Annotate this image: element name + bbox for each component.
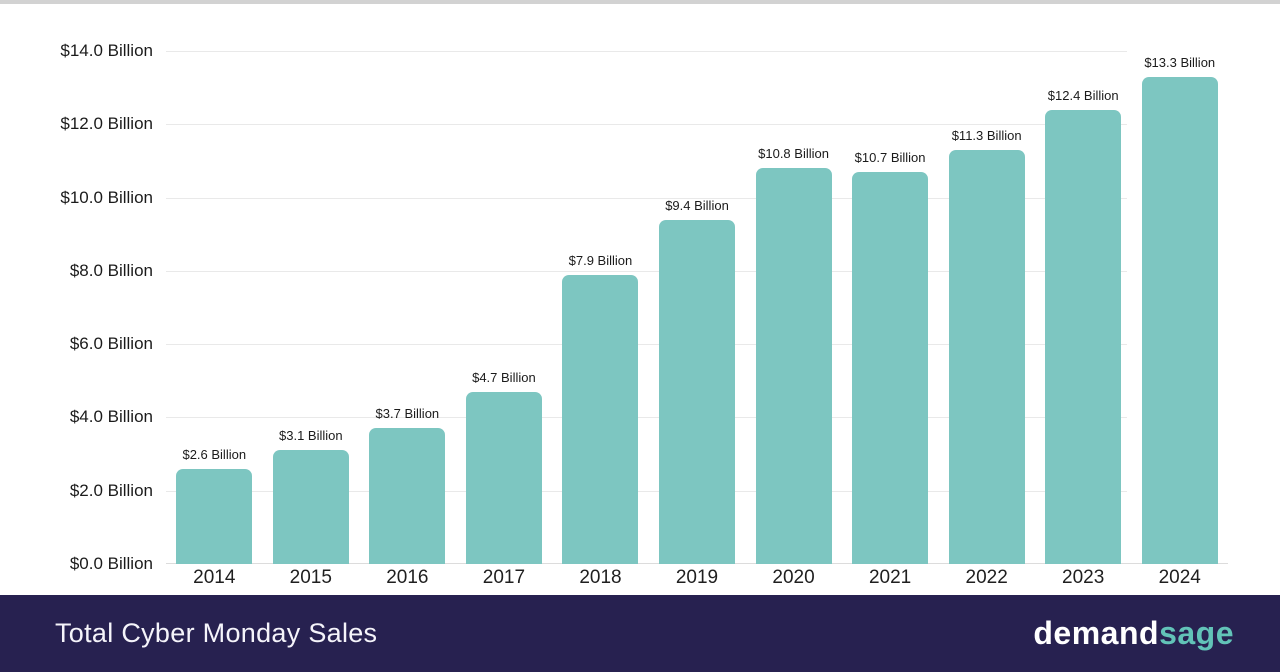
demandsage-logo: demandsage	[1033, 615, 1234, 652]
bar-slot: $4.7 Billion	[456, 51, 553, 564]
x-axis-tick-label: 2018	[579, 567, 622, 588]
x-axis-tick-label: 2015	[289, 567, 332, 588]
bars-row: $2.6 Billion $3.1 Billion $3.7 Billion $4.7…	[166, 51, 1228, 564]
bar-2018: $7.9 Billion	[562, 253, 639, 564]
bar-2024: $13.3 Billion	[1141, 55, 1218, 564]
x-axis-tick-label: 2022	[965, 567, 1008, 588]
gridline	[166, 417, 1127, 419]
bar-2014: $2.6 Billion	[176, 447, 253, 564]
bar-2019: $9.4 Billion	[659, 198, 735, 564]
bar-2020: $10.8 Billion	[755, 146, 832, 564]
x-axis: 2014 2015 2016 2017 2018 2019 2020 2021 2022 2023…	[166, 567, 1228, 589]
y-axis-tick-label: $14.0 Billion	[60, 41, 153, 60]
bar-value-label: $3.1 Billion	[279, 428, 343, 444]
top-window-strip	[0, 0, 1280, 4]
gridline	[166, 197, 1127, 199]
bar-2016: $3.7 Billion	[369, 406, 446, 564]
chart-title: Total Cyber Monday Sales	[55, 618, 378, 648]
x-axis-tick-label: 2016	[386, 567, 429, 588]
gridline	[166, 490, 1127, 492]
gridline	[166, 124, 1127, 126]
x-axis-tick-label: 2021	[868, 567, 912, 588]
bar-slot: $13.3 Billion	[1131, 51, 1228, 564]
bar-value-label: $2.6 Billion	[182, 446, 247, 462]
plot-area: $2.6 Billion $3.1 Billion $3.7 Billion $4.7…	[166, 51, 1228, 564]
bar-slot: $11.3 Billion	[938, 51, 1035, 564]
bar-2023: $12.4 Billion	[1045, 88, 1122, 564]
x-axis-tick-label: 2023	[1062, 567, 1105, 588]
bar-slot: $7.9 Billion	[552, 51, 649, 564]
bar-value-label: $10.8 Billion	[758, 146, 829, 162]
bar-2022: $11.3 Billion	[948, 128, 1025, 564]
gridline	[166, 51, 1127, 52]
x-axis-tick-label: 2017	[482, 567, 526, 588]
y-axis-tick-label: $6.0 Billion	[69, 334, 153, 354]
y-axis-tick-label: $10.0 Billion	[60, 187, 153, 207]
y-axis-tick-label: $4.0 Billion	[69, 407, 153, 427]
x-axis-tick-label: 2014	[193, 567, 236, 588]
x-axis-tick-label: 2020	[772, 567, 815, 588]
logo-text-demand: demand	[1033, 615, 1160, 651]
bar-value-label: $13.3 Billion	[1144, 54, 1216, 70]
bar-slot: $2.6 Billion	[166, 51, 263, 564]
bar-value-label: $9.4 Billion	[665, 197, 729, 213]
bar-value-label: $7.9 Billion	[568, 252, 633, 268]
y-axis-tick-label: $0.0 Billion	[69, 554, 153, 573]
bar-slot: $9.4 Billion	[649, 51, 746, 564]
bar-slot: $3.7 Billion	[359, 51, 456, 564]
bar-2017: $4.7 Billion	[465, 370, 542, 564]
x-axis-tick-label: 2024	[1158, 567, 1201, 588]
logo-text-sage: sage	[1159, 615, 1234, 651]
bar-slot: $3.1 Billion	[263, 51, 360, 564]
y-axis-tick-label: $2.0 Billion	[69, 480, 153, 500]
y-axis-tick-label: $12.0 Billion	[60, 114, 153, 134]
gridline	[166, 344, 1127, 346]
bar-value-label: $12.4 Billion	[1047, 87, 1119, 103]
bar-value-label: $4.7 Billion	[472, 369, 536, 385]
bar-slot: $10.7 Billion	[842, 51, 939, 564]
x-axis-tick-label: 2019	[675, 567, 719, 588]
gridline	[166, 270, 1127, 272]
y-axis-tick-label: $8.0 Billion	[69, 260, 153, 280]
bar-value-label: $11.3 Billion	[951, 127, 1022, 143]
footer-bar: Total Cyber Monday Sales demandsage	[0, 595, 1280, 672]
bar-value-label: $3.7 Billion	[375, 406, 440, 422]
bar-value-label: $10.7 Billion	[854, 149, 926, 165]
bar-slot: $10.8 Billion	[745, 51, 842, 564]
y-axis: $14.0 Billion $12.0 Billion $10.0 Billion $…	[0, 41, 153, 573]
bar-2015: $3.1 Billion	[272, 428, 349, 564]
bar-slot: $12.4 Billion	[1035, 51, 1132, 564]
bar-2021: $10.7 Billion	[852, 150, 929, 564]
